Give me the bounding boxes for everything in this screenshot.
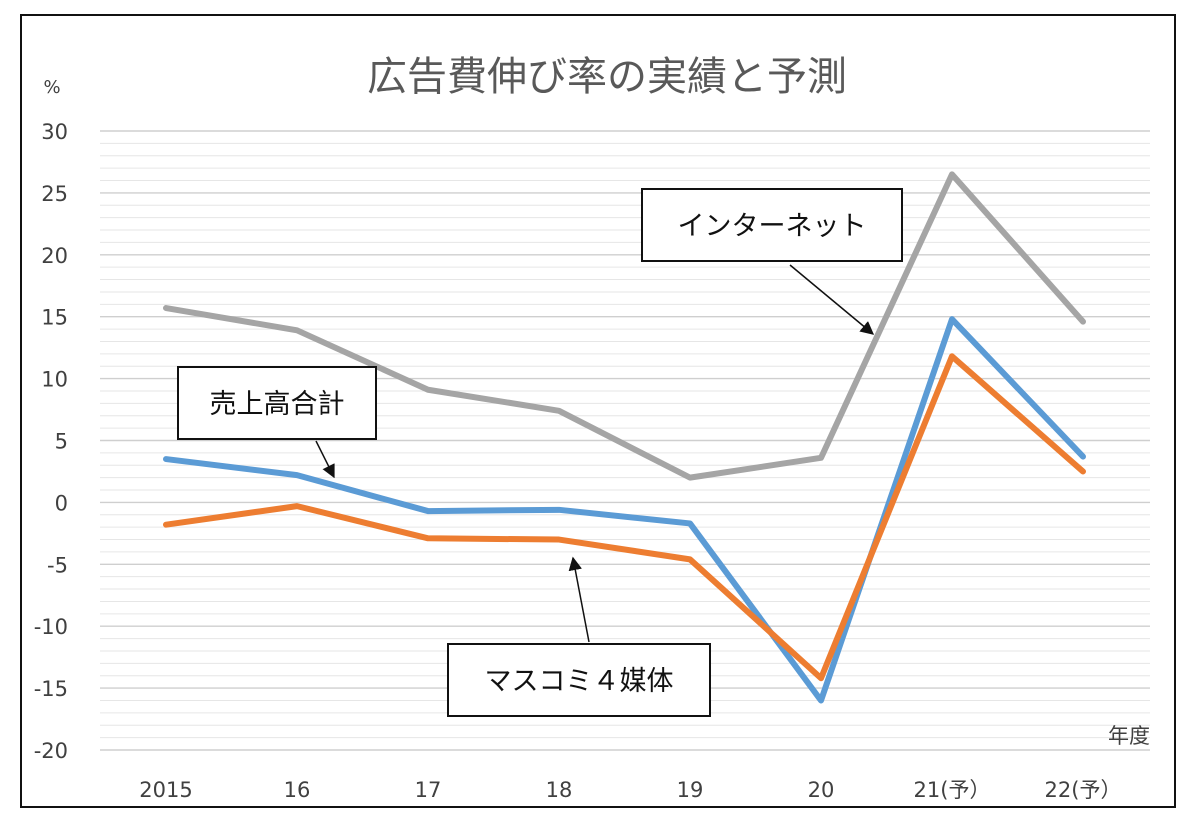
series-lines <box>163 171 1086 704</box>
y-tick-label: 20 <box>41 244 68 268</box>
data-point <box>295 473 299 477</box>
gridlines <box>100 130 1150 751</box>
x-tick-label: 22(予） <box>1045 778 1122 802</box>
data-point <box>688 521 692 525</box>
y-tick-label: 25 <box>41 182 68 206</box>
internet-callout-arrow <box>789 264 875 335</box>
y-tick-label: 15 <box>41 306 68 330</box>
mass4-callout-box <box>447 643 711 717</box>
total-sales-callout-arrow <box>315 440 335 479</box>
mass4-callout-label: マスコミ４媒体 <box>485 666 674 697</box>
x-tick-label: 2015 <box>139 778 192 802</box>
total-sales-callout-label: 売上高合計 <box>210 389 345 420</box>
data-point <box>950 172 954 176</box>
y-tick-label: 30 <box>41 120 68 144</box>
x-axis-unit: 年度 <box>1108 724 1150 748</box>
x-tick-label: 17 <box>415 778 442 802</box>
data-point <box>426 536 430 540</box>
chart-title: 広告費伸び率の実績と予測 <box>367 54 847 100</box>
y-tick-label: -15 <box>34 677 68 701</box>
data-point <box>557 538 561 542</box>
data-point <box>295 504 299 508</box>
y-axis-unit: % <box>43 77 60 98</box>
data-point <box>950 354 954 358</box>
x-tick-label: 21(予） <box>914 778 991 802</box>
mass4-line <box>163 353 1086 682</box>
data-point <box>688 476 692 480</box>
internet-callout-label: インターネット <box>678 211 867 242</box>
y-tick-label: -20 <box>34 739 68 763</box>
y-tick-label: 0 <box>55 491 68 515</box>
data-point <box>819 698 823 702</box>
data-point <box>819 456 823 460</box>
x-tick-label: 19 <box>677 778 704 802</box>
data-point <box>164 457 168 461</box>
x-tick-label: 20 <box>808 778 835 802</box>
internet-callout-box <box>641 188 903 262</box>
total-sales-line <box>163 316 1086 704</box>
x-tick-label: 18 <box>546 778 573 802</box>
data-point <box>1081 455 1085 459</box>
x-tick-label: 16 <box>284 778 311 802</box>
total-sales-callout-box <box>177 366 377 440</box>
y-tick-label: 10 <box>41 368 68 392</box>
data-point <box>426 509 430 513</box>
mass4-callout-arrow <box>568 556 590 643</box>
data-point <box>557 508 561 512</box>
data-point <box>426 388 430 392</box>
y-tick-label: -10 <box>34 615 68 639</box>
y-tick-label: 5 <box>55 430 68 454</box>
data-point <box>688 557 692 561</box>
x-axis-ticks: 2015 16 17 18 19 20 21(予） 22(予） <box>139 778 1121 802</box>
internet-line <box>163 171 1086 481</box>
y-axis-ticks: 30 25 20 15 10 5 0 -5 -10 -15 -20 <box>34 120 68 763</box>
data-point <box>164 523 168 527</box>
data-point <box>557 409 561 413</box>
data-point <box>295 328 299 332</box>
data-point <box>950 317 954 321</box>
y-tick-label: -5 <box>47 553 68 577</box>
data-point <box>1081 320 1085 324</box>
data-point <box>1081 469 1085 473</box>
data-point <box>164 306 168 310</box>
data-point <box>819 676 823 680</box>
